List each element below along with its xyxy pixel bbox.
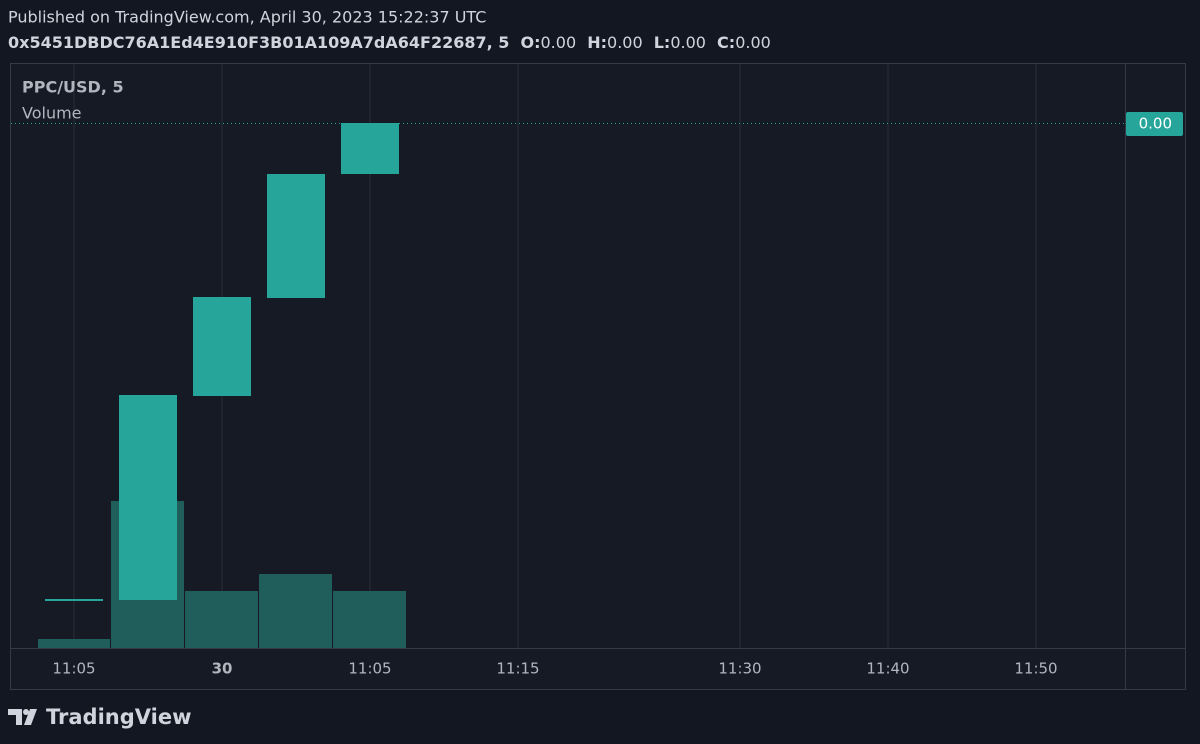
time-label: 11:50 (1014, 660, 1057, 678)
ohlc-value: 0.00 (607, 33, 643, 52)
ohlc-value: 0.00 (735, 33, 771, 52)
candle (193, 297, 251, 396)
ohlc-label: L: (654, 33, 671, 52)
time-label: 11:40 (866, 660, 909, 678)
ohlc-value: 0.00 (541, 33, 577, 52)
published-line: Published on TradingView.com, April 30, … (8, 8, 486, 27)
time-label: 11:05 (348, 660, 391, 678)
logo-icon (8, 709, 37, 725)
legend-volume: Volume (22, 104, 82, 123)
symbol-line: 0x5451DBDC76A1Ed4E910F3B01A109A7dA64F226… (8, 33, 771, 52)
ohlc-label: O: (521, 33, 541, 52)
logo-text: TradingView (46, 705, 191, 729)
grid (73, 64, 1037, 648)
price-label-box (1126, 112, 1183, 136)
legend-title: PPC/USD, 5 (22, 78, 124, 97)
candle (341, 123, 399, 174)
logo-dot (23, 709, 29, 715)
time-axis: 11:05 30 11:05 11:15 11:30 11:40 11:50 (52, 660, 1057, 678)
volume-bar (185, 591, 258, 648)
time-label: 11:15 (496, 660, 539, 678)
candle (119, 395, 177, 600)
time-label: 30 (212, 660, 233, 678)
time-label: 11:05 (52, 660, 95, 678)
volume-bar (38, 639, 110, 648)
candles (45, 123, 399, 601)
price-label: 0.00 (1139, 115, 1172, 133)
symbol: 0x5451DBDC76A1Ed4E910F3B01A109A7dA64F226… (8, 33, 509, 52)
logo[interactable]: TradingView (8, 705, 191, 729)
volume-bar (259, 574, 332, 648)
ohlc-value: 0.00 (670, 33, 706, 52)
ohlc-label: C: (717, 33, 735, 52)
ohlc-label: H: (587, 33, 607, 52)
volume-bar (333, 591, 406, 648)
candle (45, 599, 103, 601)
time-label: 11:30 (718, 660, 761, 678)
candle (267, 174, 325, 298)
